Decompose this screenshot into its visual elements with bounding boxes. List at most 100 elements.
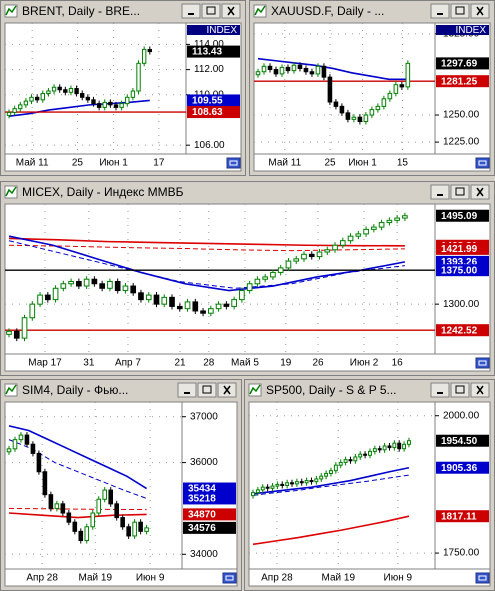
candle (246, 283, 253, 292)
price-tag-label: 113.43 (192, 47, 222, 58)
minimize-button[interactable] (430, 184, 450, 200)
close-button[interactable] (470, 382, 490, 398)
index-tag (187, 25, 240, 35)
candle (223, 303, 230, 307)
price-tag (436, 57, 489, 70)
candle (114, 280, 121, 292)
candle (355, 233, 362, 237)
scroll-button[interactable] (226, 157, 241, 169)
button-glyph (202, 385, 212, 394)
x-tick-label: 28 (203, 358, 215, 369)
candle (291, 64, 297, 72)
candle (251, 492, 255, 497)
candle (277, 267, 284, 273)
moving-average (8, 425, 148, 490)
price-tag (436, 242, 489, 255)
x-tick-label: Июн 9 (136, 573, 165, 584)
maximize-button[interactable] (450, 3, 470, 19)
button-face (450, 382, 470, 398)
window-icon (4, 4, 18, 18)
candle (130, 90, 136, 98)
window-title: BRENT, Daily - BRE... (22, 4, 140, 18)
close-button[interactable] (221, 3, 241, 19)
scroll-button[interactable] (475, 572, 490, 584)
x-tick-label: 15 (397, 158, 409, 169)
button-face (181, 3, 201, 19)
plot-area (253, 22, 436, 155)
x-tick-label: Май 5 (231, 358, 259, 369)
candle (51, 86, 57, 92)
candle (304, 480, 309, 484)
price-tag-label: 1393.26 (441, 257, 478, 268)
button-glyph (206, 6, 216, 15)
candle (353, 456, 358, 462)
candle (285, 260, 292, 269)
button-glyph (455, 187, 465, 196)
maximize-button[interactable] (450, 382, 470, 398)
minimize-button[interactable] (181, 3, 201, 19)
close-button[interactable] (470, 184, 490, 200)
button-glyph (476, 385, 484, 395)
scroll-button[interactable] (475, 157, 490, 169)
plot-area (4, 22, 187, 155)
button-glyph (223, 385, 231, 395)
scroll-button[interactable] (475, 357, 490, 369)
minimize-button[interactable] (430, 3, 450, 19)
candle (29, 96, 34, 102)
x-tick-label: Июн 1 (99, 158, 128, 169)
plot (254, 23, 435, 154)
candle (99, 283, 105, 289)
scroll-button[interactable] (222, 572, 237, 584)
moving-average (252, 474, 410, 496)
candle (273, 69, 279, 75)
candle (363, 114, 369, 123)
candle (120, 517, 125, 528)
price-tag-label: 1905.36 (441, 463, 478, 474)
candle (387, 445, 392, 449)
candle (347, 235, 354, 242)
candle (60, 283, 67, 289)
price-tag (187, 94, 240, 107)
maximize-button[interactable] (197, 382, 217, 398)
candle (327, 76, 333, 103)
index-label: INDEX (206, 25, 237, 36)
maximize-button[interactable] (201, 3, 221, 19)
candle (52, 287, 59, 301)
window-title: MICEX, Daily - Индекс ММВБ (22, 185, 184, 199)
close-button[interactable] (217, 382, 237, 398)
price-tag-label: 1281.25 (441, 76, 478, 87)
maximize-button[interactable] (450, 184, 470, 200)
price-tag-label: 34576 (188, 523, 216, 534)
candle (107, 280, 113, 289)
candle (145, 294, 152, 301)
candle (279, 66, 285, 75)
price-tag-label: 1495.09 (441, 211, 478, 222)
minimize-button[interactable] (177, 382, 197, 398)
candle (270, 485, 275, 489)
scroll-face (475, 572, 490, 584)
plot (5, 23, 186, 154)
candle (76, 280, 82, 287)
close-button[interactable] (470, 3, 490, 19)
candle (144, 527, 149, 532)
scroll-glyph (225, 575, 234, 581)
candle (270, 271, 276, 278)
candle (309, 480, 314, 483)
minimize-button[interactable] (430, 382, 450, 398)
price-tag (436, 209, 489, 222)
candle (309, 71, 315, 75)
scroll-glyph (478, 160, 487, 166)
x-tick-label: Июн 1 (348, 158, 377, 169)
candle (122, 285, 129, 292)
x-tick-label: 21 (174, 358, 186, 369)
candle (12, 439, 18, 450)
candle (267, 65, 273, 71)
candle (68, 280, 74, 285)
price-tag (436, 264, 489, 277)
candle (314, 478, 319, 483)
candle (332, 244, 338, 251)
time-axis (253, 153, 491, 172)
candle (136, 62, 141, 92)
x-tick-label: 25 (72, 158, 84, 169)
price-tag (183, 521, 236, 534)
